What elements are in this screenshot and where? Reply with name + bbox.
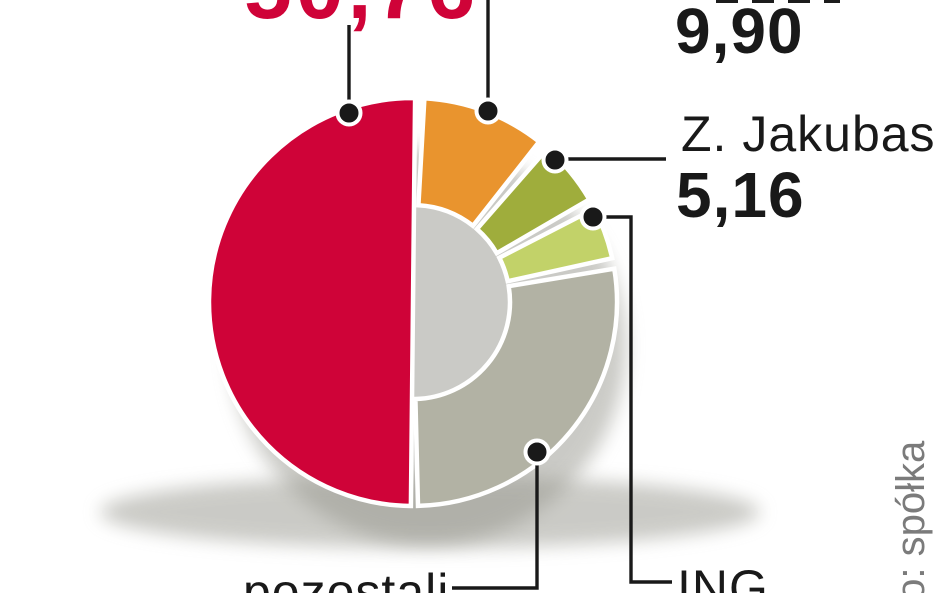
main-shareholder-value-label: 50,76 [244, 0, 479, 32]
pozostali-slice-name-label: pozostali [243, 564, 450, 593]
orange-slice-value-label: 9,90 [675, 0, 804, 67]
source-note: Źródło: spółka [889, 440, 933, 593]
slice-marker-dot-0 [335, 99, 363, 127]
jakubas-slice-name-label: Z. Jakubas [681, 106, 936, 162]
pie-drop-shadow-base [100, 476, 760, 548]
pie-slice-0 [206, 95, 418, 509]
jakubas-slice-value-label: 5,16 [676, 159, 805, 231]
cut-off-label-fragment [716, 0, 840, 3]
pie-slice-4 [413, 266, 620, 509]
slice-marker-dot-4 [523, 438, 551, 466]
connector-line-4 [452, 452, 539, 590]
pie-slice-1 [416, 95, 543, 229]
slice-marker-dot-3 [579, 203, 607, 231]
ing-slice-name-label: ING [677, 560, 769, 593]
slice-marker-dot-1 [474, 97, 502, 125]
slice-marker-dot-2 [541, 146, 569, 174]
connector-line-3 [593, 215, 672, 584]
